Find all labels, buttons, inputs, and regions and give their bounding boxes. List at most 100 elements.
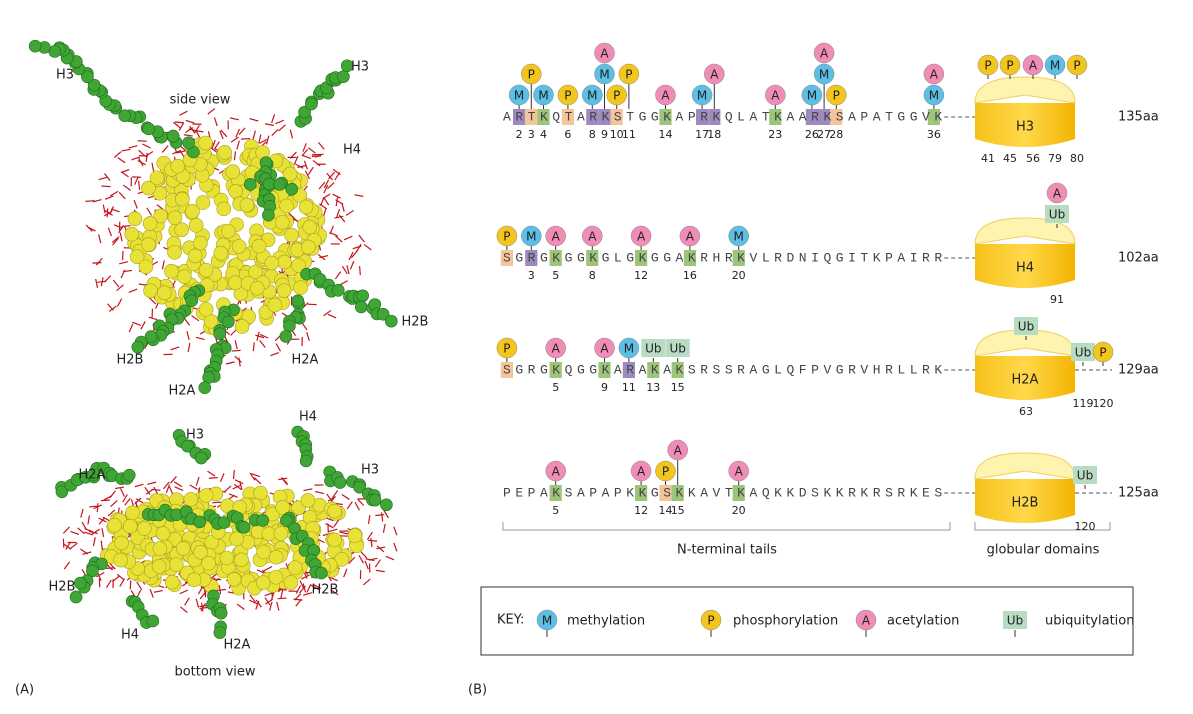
modification-mark <box>557 84 579 106</box>
dna-strand <box>339 531 349 535</box>
dna-strand <box>263 565 273 572</box>
dna-strand <box>229 493 238 498</box>
residue-highlight <box>586 250 599 266</box>
dna-strand <box>81 521 88 531</box>
dna-strand <box>88 530 98 535</box>
histone-tail-atom <box>368 493 382 507</box>
residue-number: 27 <box>817 128 831 141</box>
dna-strand <box>168 486 174 496</box>
histone-core-atom <box>170 158 186 174</box>
dna-strand <box>327 182 335 190</box>
histone-core-atom <box>195 195 211 210</box>
mark-symbol: M <box>514 89 524 103</box>
residue-highlight <box>659 485 672 501</box>
dna-strand <box>98 517 106 525</box>
protein-length: 102aa <box>1118 251 1159 266</box>
dna-strand <box>113 151 122 159</box>
structure-label: H2B <box>312 583 339 598</box>
dna-strand <box>77 527 85 535</box>
histone-tail-atom <box>356 289 369 303</box>
dna-strand <box>92 198 102 203</box>
histone-core-atom <box>231 239 247 254</box>
dna-strand <box>231 349 241 352</box>
dna-strand <box>322 207 327 217</box>
dna-strand <box>330 589 339 596</box>
dna-strand <box>280 589 284 599</box>
dna-strand <box>173 481 183 488</box>
dna-strand <box>151 488 161 491</box>
dna-strand <box>80 508 84 518</box>
residue-highlight <box>500 362 513 378</box>
histone-core-atom <box>273 526 289 541</box>
dna-strand <box>131 156 141 161</box>
histone-tail-atom <box>331 284 345 297</box>
dna-strand <box>134 497 142 505</box>
dna-strand <box>195 476 200 486</box>
dna-strand <box>370 538 373 548</box>
dna-strand <box>70 530 80 535</box>
residue-number: 11 <box>622 128 636 141</box>
mark-symbol: M <box>599 68 609 82</box>
dna-strand <box>80 548 89 555</box>
dna-strand <box>234 355 242 363</box>
dna-strand <box>232 470 235 480</box>
mark-symbol: M <box>526 230 536 244</box>
dna-strand <box>207 470 216 477</box>
dna-strand <box>194 125 200 134</box>
dna-strand <box>354 502 360 511</box>
modification-mark <box>582 225 603 247</box>
histone-tail-atom <box>185 294 198 307</box>
dna-strand <box>253 477 262 485</box>
histone-tail-atom <box>299 454 313 468</box>
dna-strand <box>137 159 146 166</box>
histone-core-atom <box>157 285 172 301</box>
mark-symbol: M <box>587 89 597 103</box>
dna-strand <box>299 580 305 589</box>
dna-strand <box>219 473 225 482</box>
histone-core-atom <box>275 215 290 230</box>
dna-strand <box>148 297 157 305</box>
dna-strand <box>110 500 118 507</box>
modification-mark <box>999 54 1021 76</box>
histone-core-atom <box>193 544 208 560</box>
dna-strand <box>249 118 259 122</box>
dna-strand <box>187 342 191 352</box>
dna-strand <box>165 484 171 494</box>
histone-core-atom <box>302 219 318 235</box>
dna-strand <box>295 585 302 594</box>
mark-symbol: A <box>820 47 829 61</box>
dna-strand <box>104 210 113 217</box>
histone-core-atom <box>142 216 158 231</box>
modification-mark <box>855 609 877 631</box>
ub-mark <box>1073 466 1097 484</box>
histone-tail-atom <box>279 330 293 343</box>
residue-highlight <box>598 362 611 378</box>
ub-mark <box>1071 343 1095 361</box>
histone-tail-atom <box>166 129 180 143</box>
mark-symbol: Ub <box>1049 208 1065 222</box>
dna-strand <box>96 572 102 582</box>
dna-strand <box>258 134 262 144</box>
mark-symbol: M <box>929 89 939 103</box>
dna-strand <box>142 143 151 149</box>
histone-tail-atom <box>87 78 101 92</box>
key-title: KEY: <box>497 613 524 628</box>
histone-tail-atom <box>122 468 136 482</box>
dna-strand <box>393 526 398 536</box>
domain-front <box>975 356 1075 400</box>
dna-strand <box>315 490 325 495</box>
histone-tail-atom <box>146 614 160 628</box>
histone-core-atom <box>268 549 284 565</box>
dna-strand <box>323 309 332 317</box>
mark-symbol: A <box>735 465 744 479</box>
modification-mark <box>521 63 542 85</box>
residue-highlight <box>549 250 562 266</box>
residue-highlight <box>525 250 538 266</box>
modification-mark <box>655 84 676 106</box>
histone-core-atom <box>198 488 214 503</box>
dna-strand <box>358 555 364 564</box>
residue-highlight <box>500 250 513 266</box>
dna-strand <box>332 168 341 175</box>
dna-strand <box>341 265 348 275</box>
